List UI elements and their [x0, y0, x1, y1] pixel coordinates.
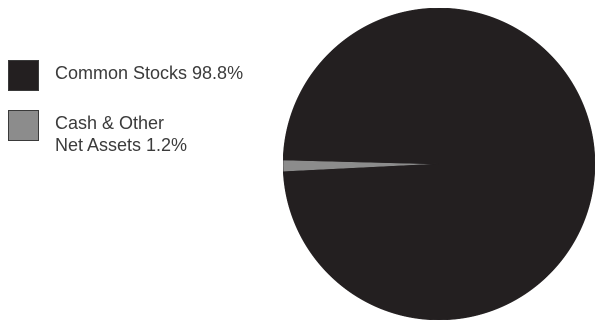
- legend-item-cash-other: Cash & Other Net Assets 1.2%: [8, 108, 278, 155]
- legend-swatch-cash-other: [8, 110, 39, 141]
- legend-swatch-common-stocks: [8, 60, 39, 91]
- legend-item-common-stocks: Common Stocks 98.8%: [8, 58, 278, 98]
- legend-label-common-stocks: Common Stocks 98.8%: [55, 63, 244, 83]
- chart-legend: Common Stocks 98.8% Cash & Other Net Ass…: [8, 58, 278, 158]
- legend-label-cash-other: Cash & Other Net Assets 1.2%: [55, 113, 188, 155]
- pie-chart: [283, 8, 595, 320]
